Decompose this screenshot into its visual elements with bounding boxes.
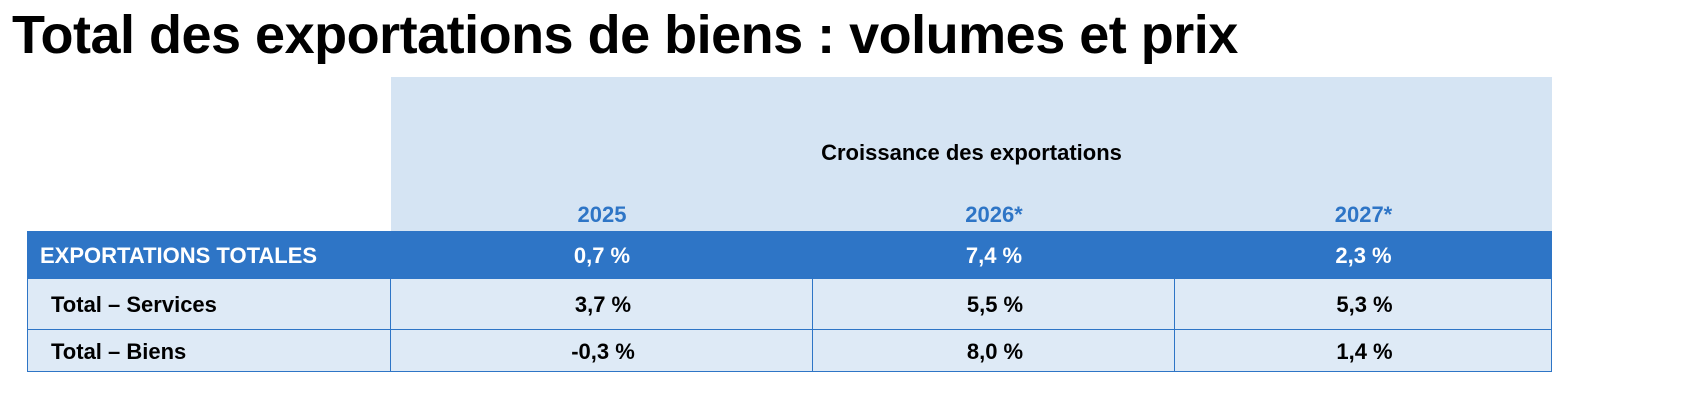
page-title: Total des exportations de biens : volume… xyxy=(12,5,1238,65)
cell-value: 3,7 % xyxy=(574,292,632,317)
column-header-2026: 2026* xyxy=(965,202,1023,227)
cell-value: 7,4 % xyxy=(965,243,1023,268)
cell-value: 8,0 % xyxy=(966,339,1024,364)
table-row-total-exports: EXPORTATIONS TOTALES 0,7 % 7,4 % 2,3 % xyxy=(27,231,1552,279)
row-label: Total – Services xyxy=(51,292,217,317)
column-header-2027: 2027* xyxy=(1334,202,1393,227)
column-header-2025: 2025 xyxy=(577,202,627,227)
cell-value: 5,3 % xyxy=(1336,292,1393,317)
column-divider xyxy=(390,279,391,372)
cell-value: 0,7 % xyxy=(573,243,631,268)
table-row-services: Total – Services 3,7 % 5,5 % 5,3 % xyxy=(27,279,1552,330)
table-row-goods: Total – Biens -0,3 % 8,0 % 1,4 % xyxy=(27,330,1552,372)
table-header-title: Croissance des exportations xyxy=(821,140,1122,165)
row-label: EXPORTATIONS TOTALES xyxy=(40,243,318,268)
column-divider xyxy=(1174,279,1175,372)
cell-value: -0,3 % xyxy=(571,339,635,364)
table-header-background xyxy=(391,77,1552,231)
column-divider xyxy=(812,279,813,372)
cell-value: 5,5 % xyxy=(966,292,1024,317)
cell-value: 1,4 % xyxy=(1336,339,1393,364)
cell-value: 2,3 % xyxy=(1335,243,1392,268)
row-label: Total – Biens xyxy=(51,339,187,364)
